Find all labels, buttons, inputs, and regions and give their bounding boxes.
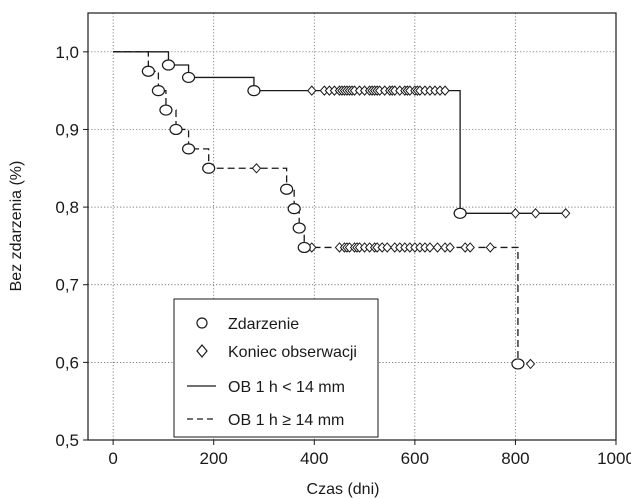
event-marker (287, 203, 301, 215)
censored-marker (465, 242, 475, 253)
legend-label-event: Zdarzenie (228, 316, 299, 333)
x-tick-label: 600 (401, 449, 429, 468)
event-marker (161, 59, 176, 71)
y-tick-label: 0,8 (55, 198, 79, 217)
y-axis: 0,5 0,6 0,7 0,8 0,9 1,0 (55, 43, 88, 450)
event-marker (297, 241, 311, 254)
censored-marker (251, 163, 262, 174)
plot-area (113, 51, 571, 370)
plot-frame (87, 12, 617, 441)
y-tick-label: 0,5 (55, 431, 79, 450)
censored-marker (307, 85, 317, 96)
x-tick-label: 400 (300, 449, 328, 468)
censored-marker (485, 242, 495, 253)
event-marker (151, 85, 165, 97)
legend: Zdarzenie Koniec obserwacji OB 1 h < 14 … (173, 298, 379, 438)
censored-marker (530, 208, 541, 219)
x-axis-title: Czas (dni) (307, 481, 380, 498)
event-marker (280, 183, 294, 195)
censored-marker (382, 242, 392, 253)
x-tick-label: 800 (501, 449, 529, 468)
legend-label-censored: Koniec obserwacji (228, 344, 357, 361)
censored-marker (425, 242, 435, 253)
censored-marker (510, 208, 521, 219)
y-tick-label: 1,0 (55, 43, 79, 62)
event-marker (292, 222, 306, 234)
y-axis-title: Bez zdarzenia (%) (8, 161, 25, 292)
series-line (113, 51, 566, 214)
legend-marker-event (196, 317, 208, 329)
event-marker (159, 104, 173, 116)
y-tick-label: 0,9 (55, 120, 79, 139)
censored-marker (525, 358, 536, 370)
censored-marker (445, 242, 455, 253)
series-dashed (113, 51, 536, 370)
legend-label-dashed: OB 1 h ≥ 14 mm (228, 412, 344, 429)
event-marker (169, 123, 183, 136)
censored-marker (440, 85, 450, 96)
event-marker (202, 162, 216, 174)
event-marker (247, 85, 261, 97)
event-marker (511, 358, 525, 370)
legend-label-solid: OB 1 h < 14 mm (228, 379, 345, 396)
x-tick-label: 0 (108, 449, 117, 468)
event-marker (181, 143, 196, 155)
event-marker (141, 65, 155, 77)
y-tick-label: 0,6 (55, 353, 79, 372)
censored-marker (561, 208, 571, 219)
legend-marker-censored (196, 344, 208, 358)
legend-box (173, 298, 379, 438)
y-tick-label: 0,7 (55, 276, 79, 295)
x-tick-label: 200 (200, 449, 228, 468)
event-marker (453, 207, 467, 219)
series-solid (113, 51, 571, 219)
x-axis: 0 200 400 600 800 1000 (108, 440, 631, 468)
event-marker (181, 71, 196, 84)
censored-marker (432, 242, 443, 253)
x-tick-label: 1000 (597, 449, 631, 468)
